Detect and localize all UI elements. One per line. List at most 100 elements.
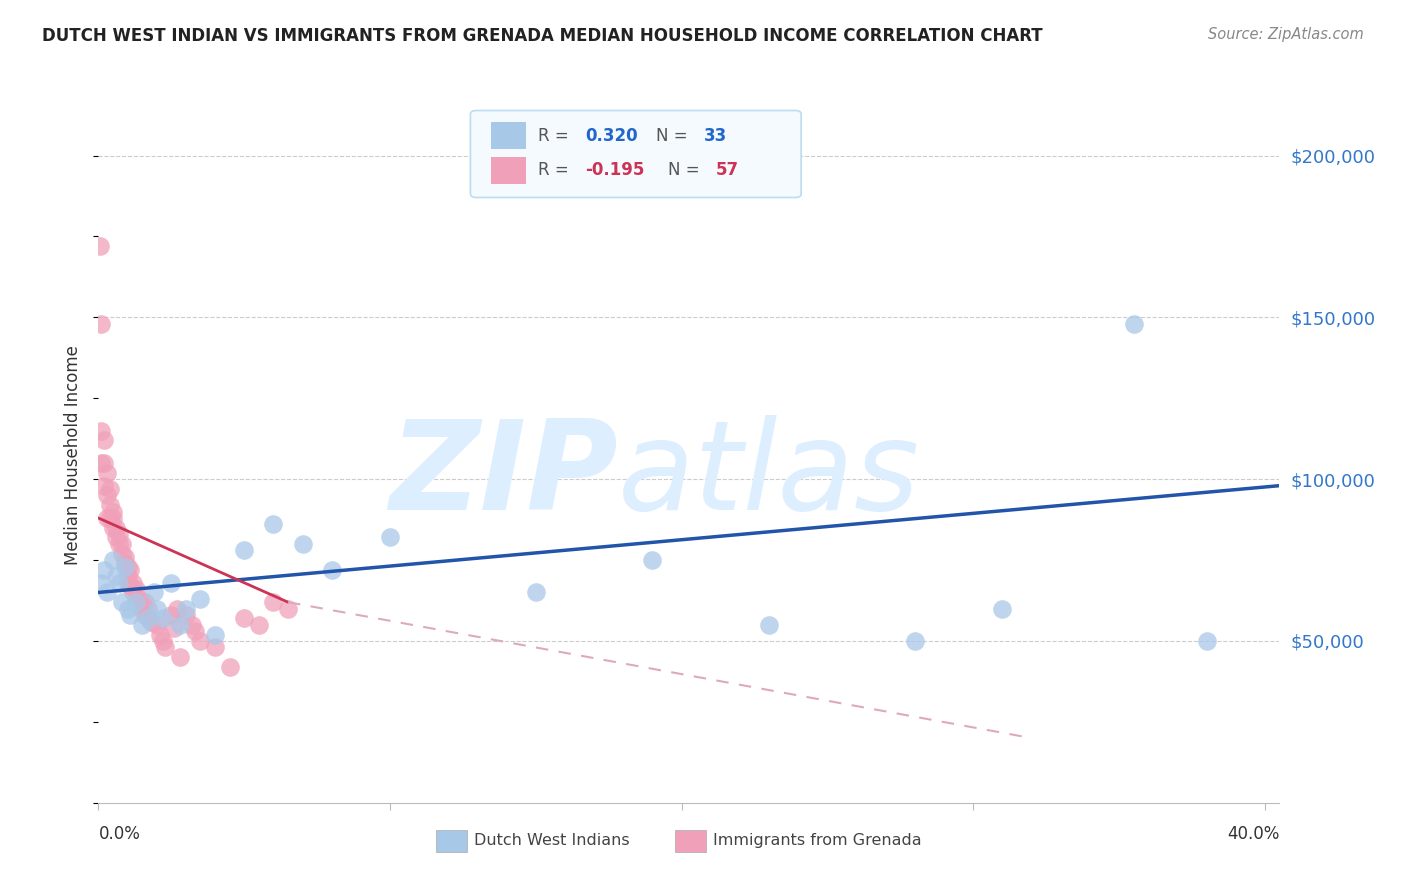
Text: atlas: atlas [619,416,920,536]
Point [98,511,121,525]
Point [117,575,139,590]
Point [163,621,186,635]
Point [152,611,174,625]
Text: R =: R = [537,127,574,145]
Point [117,559,139,574]
Point [1122,317,1144,331]
Point [90,424,112,438]
Point [101,553,124,567]
Text: N =: N = [655,127,693,145]
Point [93,456,115,470]
Point [262,517,284,532]
Point [149,627,172,641]
Point [991,601,1014,615]
Point [136,611,159,625]
Point [93,478,115,492]
Point [321,563,343,577]
Point [378,531,401,545]
Point [233,543,256,558]
Point [111,547,134,561]
Point [169,617,191,632]
Point [90,575,112,590]
Text: 57: 57 [716,161,740,179]
Point [204,640,226,655]
Point [104,521,127,535]
Point [155,640,177,655]
Point [262,595,284,609]
Point [145,601,167,615]
Point [98,498,121,512]
Point [291,537,314,551]
Point [218,660,240,674]
Point [101,521,124,535]
Text: N =: N = [668,161,704,179]
Point [108,575,131,590]
Point [190,591,212,606]
Point [233,611,256,625]
Point [117,601,139,615]
Point [134,595,156,609]
Point [125,582,148,597]
Point [174,601,197,615]
Point [204,627,226,641]
Text: 40.0%: 40.0% [1227,825,1279,843]
Text: Dutch West Indians: Dutch West Indians [474,833,630,848]
Point [641,553,664,567]
Point [108,527,131,541]
Point [190,634,212,648]
Point [104,531,127,545]
Point [101,511,124,525]
Point [120,579,142,593]
Point [904,634,927,648]
Point [114,549,136,564]
Point [174,608,197,623]
Point [160,608,183,623]
Point [111,595,134,609]
Point [96,488,118,502]
Point [131,601,153,615]
Point [96,466,118,480]
Point [111,537,134,551]
Point [136,601,159,615]
Point [93,434,115,448]
Point [131,595,153,609]
Point [98,482,121,496]
Point [247,617,270,632]
Point [101,504,124,518]
Bar [491,122,526,149]
Point [134,608,156,623]
Point [160,575,183,590]
Point [120,608,142,623]
Point [128,591,150,606]
Point [131,617,153,632]
Point [122,575,145,590]
Text: 33: 33 [704,127,727,145]
Point [108,537,131,551]
Text: Source: ZipAtlas.com: Source: ZipAtlas.com [1208,27,1364,42]
Y-axis label: Median Household Income: Median Household Income [65,345,83,565]
Point [122,585,145,599]
Point [142,585,165,599]
Point [1195,634,1218,648]
Point [139,615,162,629]
Text: -0.195: -0.195 [585,161,644,179]
Text: 0.320: 0.320 [585,127,638,145]
Point [166,601,188,615]
Point [180,617,202,632]
Point [758,617,780,632]
Point [96,511,118,525]
Text: Immigrants from Grenada: Immigrants from Grenada [713,833,921,848]
Point [93,563,115,577]
FancyBboxPatch shape [471,111,801,197]
Point [90,456,112,470]
Point [117,569,139,583]
Text: DUTCH WEST INDIAN VS IMMIGRANTS FROM GRENADA MEDIAN HOUSEHOLD INCOME CORRELATION: DUTCH WEST INDIAN VS IMMIGRANTS FROM GRE… [42,27,1043,45]
Point [183,624,205,639]
Point [90,317,112,331]
Point [152,634,174,648]
Point [277,601,299,615]
Text: R =: R = [537,161,574,179]
Point [120,563,142,577]
Point [125,595,148,609]
Text: ZIP: ZIP [389,416,619,536]
